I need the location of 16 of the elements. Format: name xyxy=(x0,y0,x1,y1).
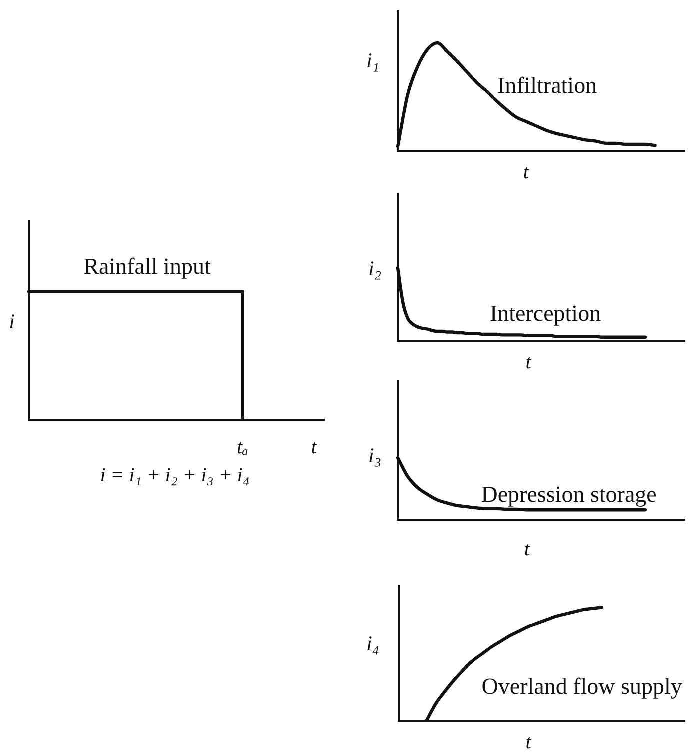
y-axis-title: i₂ xyxy=(368,256,382,280)
text: i = i₁ + i₂ + i₃ + i₄ xyxy=(100,464,250,486)
y-axis-title: i₄ xyxy=(366,631,380,656)
x-axis-title: t xyxy=(526,731,532,754)
series-label: Depression storage xyxy=(481,482,657,508)
series-label: Overland flow supply xyxy=(482,674,683,699)
y-axis-title: i₁ xyxy=(366,48,380,73)
x-axis-title: t xyxy=(524,538,530,560)
series-label: Rainfall input xyxy=(84,254,212,280)
series-label: Interception xyxy=(490,301,602,326)
y-axis-title: i₃ xyxy=(368,444,382,468)
y-axis-title: i xyxy=(9,310,16,334)
x-axis-title: t xyxy=(526,351,532,374)
x-tick-label: tₐ xyxy=(237,436,249,458)
series-label: Infiltration xyxy=(497,73,598,98)
x-axis-title: t xyxy=(523,161,530,184)
